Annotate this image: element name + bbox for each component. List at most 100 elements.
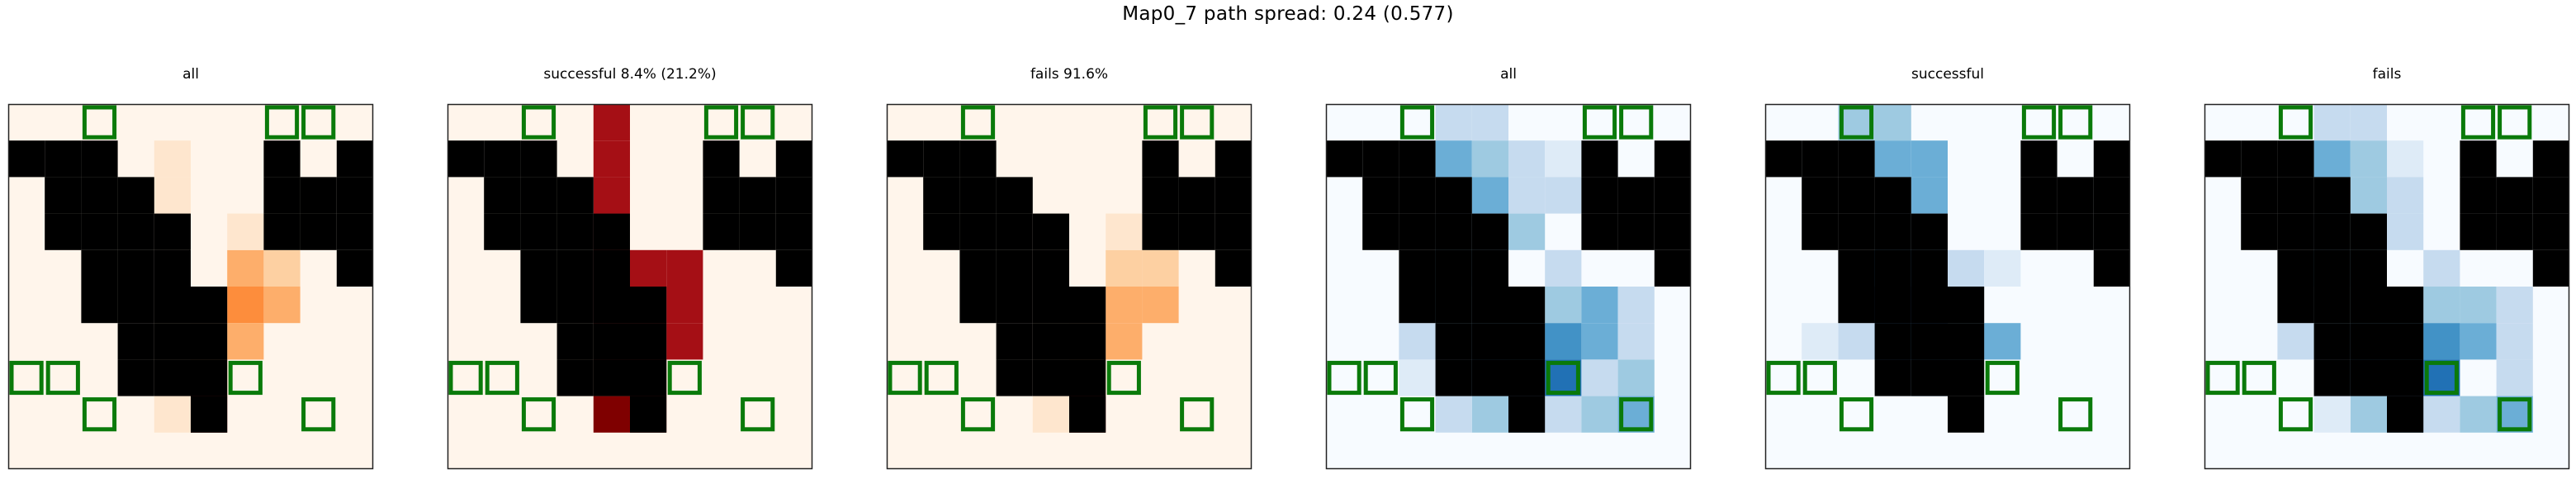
- goal-marker: [1546, 360, 1580, 396]
- wall-cell: [1948, 359, 1985, 396]
- wall-cell: [81, 177, 118, 214]
- wall-cell: [2277, 140, 2314, 178]
- wall-cell: [1581, 213, 1618, 250]
- heatmap-panel-successful-blues: successful: [1764, 66, 2131, 470]
- goal-marker: [667, 360, 702, 396]
- heatmap-cell: [666, 323, 703, 360]
- wall-cell: [1874, 249, 1911, 287]
- wall-cell: [1654, 249, 1691, 287]
- wall-cell: [300, 177, 337, 214]
- heatmap-cell: [2350, 396, 2387, 433]
- goal-marker: [448, 360, 483, 396]
- wall-cell: [1471, 213, 1508, 250]
- heatmap-cell: [263, 249, 301, 287]
- axes-frame: [1325, 103, 1692, 470]
- wall-cell: [1874, 177, 1911, 214]
- heatmap-cell: [2387, 213, 2424, 250]
- axes-frame: [447, 103, 813, 470]
- heatmap-cell: [1471, 140, 1508, 178]
- wall-cell: [556, 249, 594, 287]
- wall-cell: [2277, 287, 2314, 324]
- wall-cell: [2093, 249, 2130, 287]
- heatmap-cell: [1435, 140, 1472, 178]
- heatmap-cell: [1106, 249, 1143, 287]
- wall-cell: [2313, 287, 2351, 324]
- heatmap-cell: [1545, 396, 1582, 433]
- heatmap-cell: [1508, 213, 1546, 250]
- wall-cell: [703, 177, 740, 214]
- wall-cell: [2350, 249, 2387, 287]
- wall-cell: [959, 249, 997, 287]
- wall-cell: [1069, 359, 1106, 396]
- goal-marker: [741, 397, 775, 432]
- wall-cell: [1581, 140, 1618, 178]
- heatmap-cell: [1984, 249, 2021, 287]
- heatmap-cell: [1581, 287, 1618, 324]
- wall-cell: [1142, 140, 1179, 178]
- heatmap-cell: [1874, 104, 1911, 141]
- heatmap-cell: [1581, 359, 1618, 396]
- heatmap-cell: [1142, 249, 1179, 287]
- wall-cell: [191, 396, 228, 433]
- wall-cell: [996, 249, 1033, 287]
- wall-cell: [1032, 287, 1069, 324]
- wall-cell: [336, 140, 373, 178]
- goal-marker: [1399, 397, 1435, 432]
- wall-cell: [2460, 213, 2497, 250]
- heatmap-cell: [2496, 323, 2533, 360]
- heatmap-cell: [1471, 177, 1508, 214]
- goal-marker: [924, 360, 959, 396]
- wall-cell: [336, 213, 373, 250]
- heatmap-cell: [1581, 323, 1618, 360]
- wall-cell: [81, 140, 118, 178]
- wall-cell: [2350, 287, 2387, 324]
- wall-cell: [81, 213, 118, 250]
- wall-cell: [2532, 249, 2569, 287]
- wall-cell: [1654, 177, 1691, 214]
- heatmap-cell: [2423, 359, 2460, 396]
- heatmap-cell: [2350, 140, 2387, 178]
- heatmap-cell: [1106, 323, 1143, 360]
- wall-cell: [959, 177, 997, 214]
- heatmap-cell: [1874, 140, 1911, 178]
- wall-cell: [1178, 213, 1215, 250]
- heatmap-cell: [1508, 177, 1546, 214]
- wall-cell: [1948, 396, 1985, 433]
- wall-cell: [2057, 213, 2094, 250]
- heatmap-cell: [2313, 104, 2351, 141]
- wall-cell: [1435, 177, 1472, 214]
- goal-marker: [1766, 360, 1801, 396]
- heatmap-cell: [154, 396, 191, 433]
- wall-cell: [1362, 177, 1399, 214]
- panel-title: all: [1500, 66, 1517, 83]
- axes-frame: [7, 103, 374, 470]
- wall-cell: [593, 287, 630, 324]
- wall-cell: [117, 359, 154, 396]
- panel-title: all: [182, 66, 199, 83]
- wall-cell: [630, 287, 667, 324]
- wall-cell: [996, 359, 1033, 396]
- wall-cell: [1399, 249, 1436, 287]
- wall-cell: [1399, 140, 1436, 178]
- wall-cell: [1617, 177, 1655, 214]
- wall-cell: [556, 177, 594, 214]
- heatmap-cell: [2460, 287, 2497, 324]
- heatmap-cell: [1106, 287, 1143, 324]
- heatmap-cell: [2387, 140, 2424, 178]
- panel-title: fails 91.6%: [1030, 66, 1109, 83]
- heatmap-cell: [154, 177, 191, 214]
- axes-frame: [2204, 103, 2570, 470]
- goal-marker: [2498, 105, 2532, 140]
- wall-cell: [2532, 177, 2569, 214]
- wall-cell: [996, 177, 1033, 214]
- wall-cell: [887, 140, 924, 178]
- heatmap-cell: [1617, 396, 1655, 433]
- goal-marker: [2242, 360, 2276, 396]
- goal-marker: [888, 360, 922, 396]
- goal-marker: [741, 105, 775, 140]
- wall-cell: [2532, 140, 2569, 178]
- heatmap-panel-fails-blues: fails: [2204, 66, 2570, 470]
- heatmap-cell: [1838, 323, 1875, 360]
- heatmap-cell: [1032, 177, 1069, 214]
- wall-cell: [1508, 287, 1546, 324]
